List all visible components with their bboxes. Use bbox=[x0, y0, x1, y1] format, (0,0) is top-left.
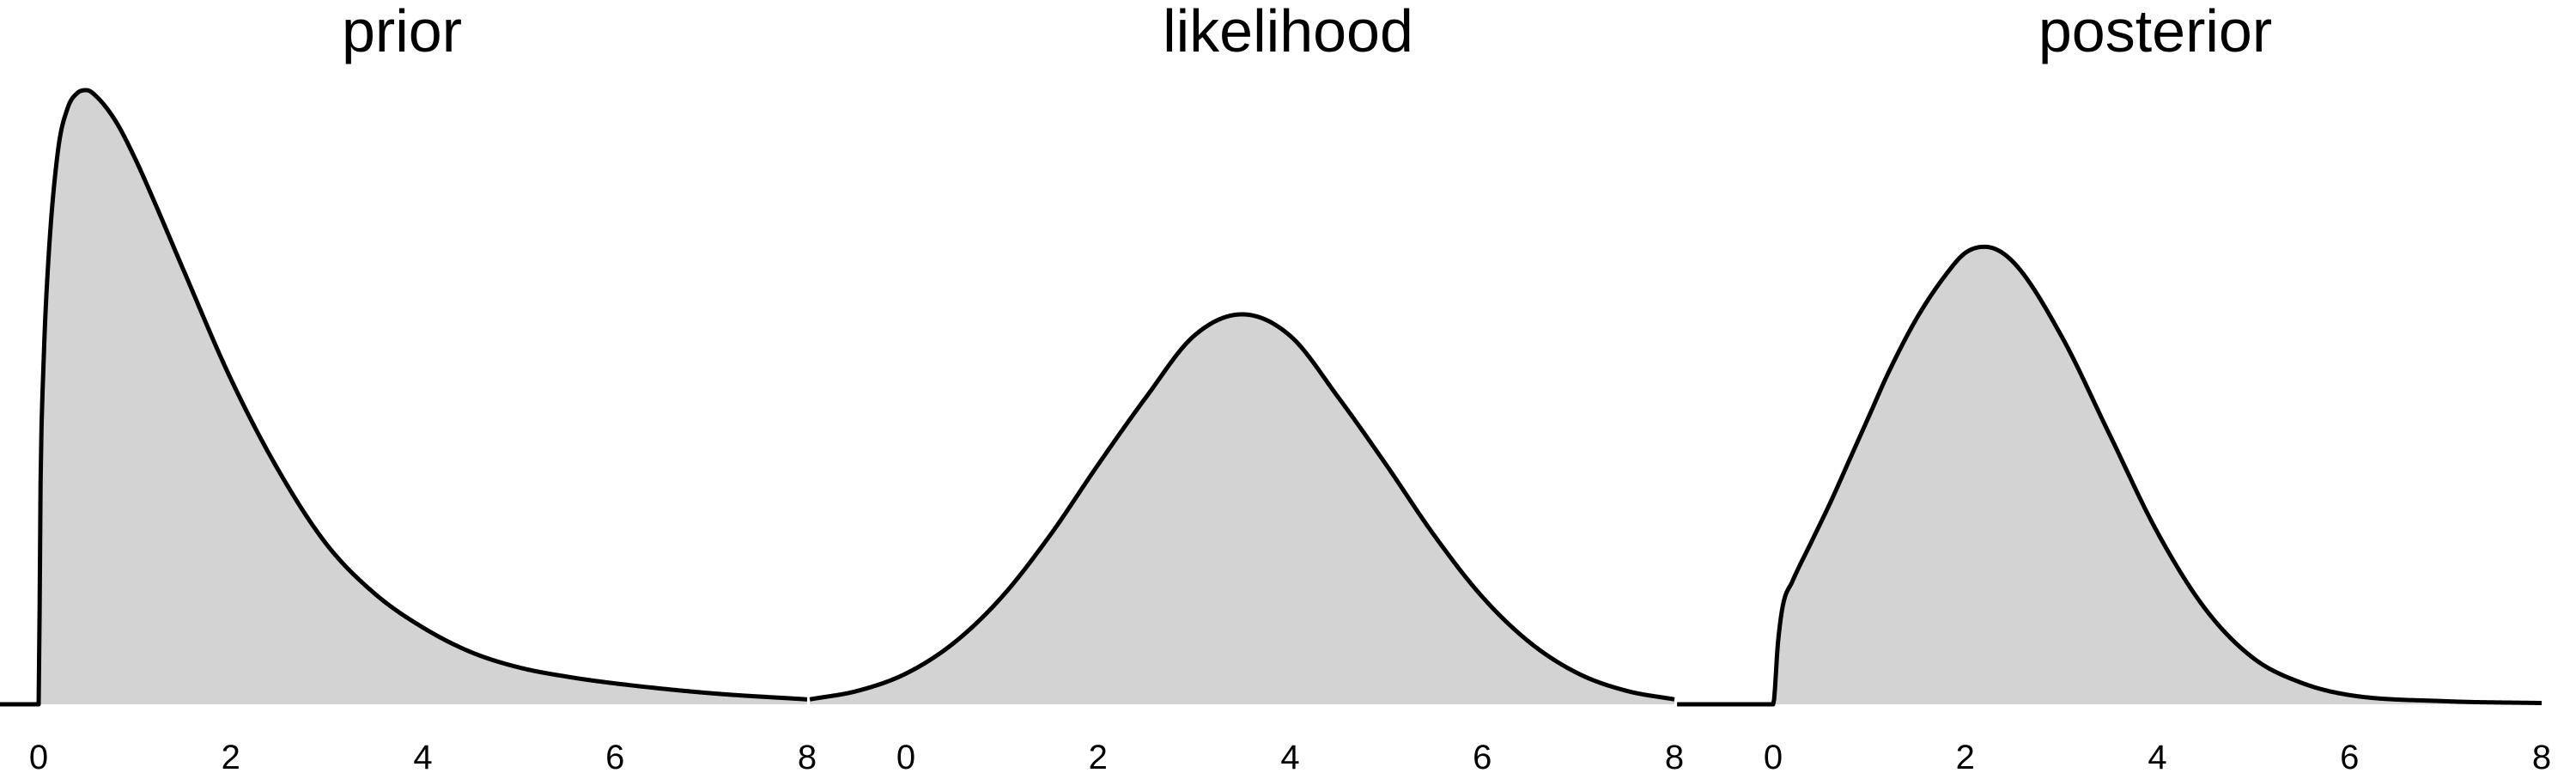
density-curve-likelihood bbox=[808, 312, 1676, 702]
x-tick-label: 2 bbox=[1956, 739, 1975, 773]
x-tick-label: 4 bbox=[413, 739, 432, 773]
x-tick-label: 6 bbox=[2340, 739, 2359, 773]
density-curve-prior bbox=[0, 88, 809, 707]
panel-title-prior: prior bbox=[342, 0, 462, 64]
x-tick-label: 0 bbox=[1764, 739, 1783, 773]
x-tick-label: 6 bbox=[605, 739, 624, 773]
x-tick-label: 8 bbox=[2532, 739, 2551, 773]
panel-posterior: posterior 0 2 4 6 8 bbox=[1675, 0, 2551, 773]
panel-prior: prior 0 2 4 6 8 bbox=[0, 0, 817, 773]
x-tick-label: 4 bbox=[2148, 739, 2166, 773]
x-tick-label: 8 bbox=[798, 739, 817, 773]
panel-title-likelihood: likelihood bbox=[1163, 0, 1413, 64]
x-tick-label: 0 bbox=[29, 739, 48, 773]
x-tick-label: 8 bbox=[1665, 739, 1684, 773]
panel-title-posterior: posterior bbox=[2038, 0, 2272, 64]
density-area-prior bbox=[0, 90, 807, 704]
density-curve-posterior bbox=[1675, 244, 2543, 707]
panel-likelihood: likelihood 0 2 4 6 8 bbox=[808, 0, 1684, 773]
x-tick-label: 6 bbox=[1473, 739, 1492, 773]
x-tick-label: 2 bbox=[1089, 739, 1108, 773]
x-tick-label: 4 bbox=[1280, 739, 1299, 773]
density-area-posterior bbox=[1677, 247, 2542, 705]
x-ticks-posterior: 0 2 4 6 8 bbox=[1764, 739, 2551, 773]
density-area-likelihood bbox=[810, 313, 1674, 704]
x-ticks-likelihood: 0 2 4 6 8 bbox=[896, 739, 1684, 773]
x-tick-label: 2 bbox=[222, 739, 240, 773]
x-ticks-prior: 0 2 4 6 8 bbox=[29, 739, 817, 773]
x-tick-label: 0 bbox=[896, 739, 915, 773]
